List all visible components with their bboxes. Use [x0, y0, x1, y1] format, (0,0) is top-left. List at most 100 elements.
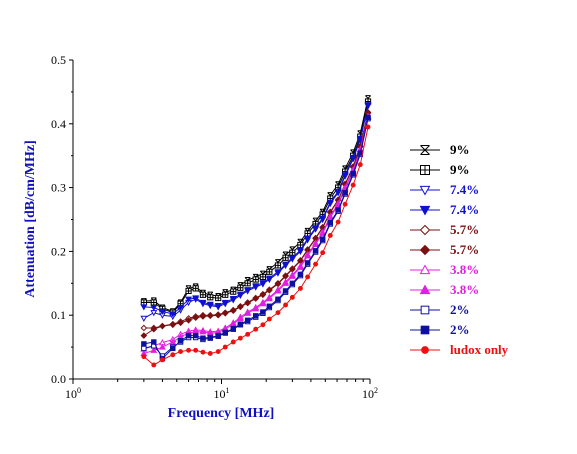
data-point: [296, 247, 304, 254]
y-tick-label: 0.1: [51, 308, 66, 322]
data-point: [288, 255, 296, 262]
series-10: [141, 124, 371, 368]
legend-item: 9%: [410, 142, 470, 157]
legend-marker: [420, 305, 430, 315]
legend-marker: [420, 145, 430, 155]
data-point: [252, 305, 260, 312]
series-8: [141, 115, 371, 359]
data-point: [150, 346, 158, 353]
data-point: [265, 294, 273, 302]
data-point: [221, 299, 229, 307]
legend-label: 5.7%: [450, 242, 479, 257]
data-point: [229, 296, 237, 303]
data-point: [282, 279, 290, 286]
legend-marker: [419, 244, 431, 256]
data-point: [335, 207, 341, 213]
legend: 9% 9% 7.4% 7.4% 5.7% 5.7% 3.8% 3.8% 2% 2% ludox on…: [410, 142, 509, 357]
data-point: [200, 349, 206, 355]
data-point: [159, 357, 165, 363]
data-point: [185, 296, 193, 303]
data-point: [297, 241, 304, 249]
data-point: [244, 317, 251, 324]
data-point: [350, 170, 356, 177]
data-point: [327, 192, 334, 199]
legend-label: 2%: [450, 302, 470, 317]
data-point: [327, 219, 333, 226]
legend-item: 3.8%: [410, 262, 479, 277]
data-point: [177, 319, 184, 327]
data-point: [158, 343, 166, 350]
data-point: [297, 271, 304, 278]
data-point: [313, 261, 319, 267]
data-point: [265, 275, 273, 282]
data-point: [259, 291, 267, 299]
series-layer: [140, 95, 372, 368]
data-point: [349, 155, 357, 162]
data-point: [192, 314, 199, 322]
data-point: [350, 182, 356, 188]
data-point: [214, 303, 222, 310]
data-point: [140, 324, 148, 332]
series-3: [140, 102, 372, 318]
data-point: [289, 246, 296, 253]
data-point: [140, 299, 147, 306]
data-point: [221, 309, 229, 317]
data-point: [199, 291, 207, 298]
legend-label: 7.4%: [450, 182, 479, 197]
data-point: [350, 149, 357, 156]
data-point: [185, 287, 192, 295]
data-point: [244, 287, 252, 294]
data-point: [252, 276, 259, 283]
x-axis-title: Frequency [MHz]: [168, 406, 275, 421]
data-point: [192, 295, 200, 302]
data-point: [289, 249, 296, 256]
data-point: [365, 124, 371, 130]
data-point: [335, 181, 342, 188]
y-axis-title: Attenuation [dB/cm/MHz]: [23, 140, 38, 297]
data-point: [282, 261, 290, 268]
data-point: [342, 201, 348, 207]
legend-item: 2%: [410, 302, 470, 317]
data-point: [207, 294, 214, 301]
data-point: [140, 315, 148, 323]
data-point: [141, 345, 147, 352]
legend-label: 7.4%: [450, 202, 479, 217]
legend-label: 3.8%: [450, 262, 479, 277]
data-point: [266, 287, 273, 294]
data-point: [364, 102, 372, 109]
data-point: [222, 344, 228, 350]
data-point: [312, 225, 320, 232]
data-point: [151, 362, 157, 368]
data-point: [151, 339, 157, 345]
y-tick-label: 0.3: [51, 181, 66, 195]
data-point: [245, 331, 251, 337]
data-point: [207, 334, 213, 341]
data-point: [319, 215, 327, 222]
legend-marker: [419, 224, 431, 236]
data-point: [326, 199, 334, 206]
y-tick-label: 0.5: [51, 53, 66, 67]
data-point: [327, 233, 333, 238]
data-point: [320, 250, 326, 256]
data-point: [206, 301, 214, 308]
data-point: [319, 229, 327, 237]
data-point: [289, 294, 295, 300]
data-point: [335, 219, 341, 225]
data-point: [259, 273, 266, 281]
data-point: [304, 236, 312, 243]
data-point: [215, 349, 221, 355]
legend-marker: [419, 205, 431, 216]
legend-label: 5.7%: [450, 222, 479, 237]
y-tick-label: 0.2: [51, 244, 66, 258]
legend-marker: [419, 284, 431, 295]
data-point: [222, 329, 228, 336]
data-point: [169, 338, 177, 345]
data-point: [237, 321, 244, 327]
data-point: [259, 300, 267, 307]
data-point: [288, 272, 296, 279]
data-point: [275, 259, 281, 266]
series-line: [143, 118, 369, 357]
data-point: [341, 172, 349, 179]
data-point: [289, 280, 296, 287]
